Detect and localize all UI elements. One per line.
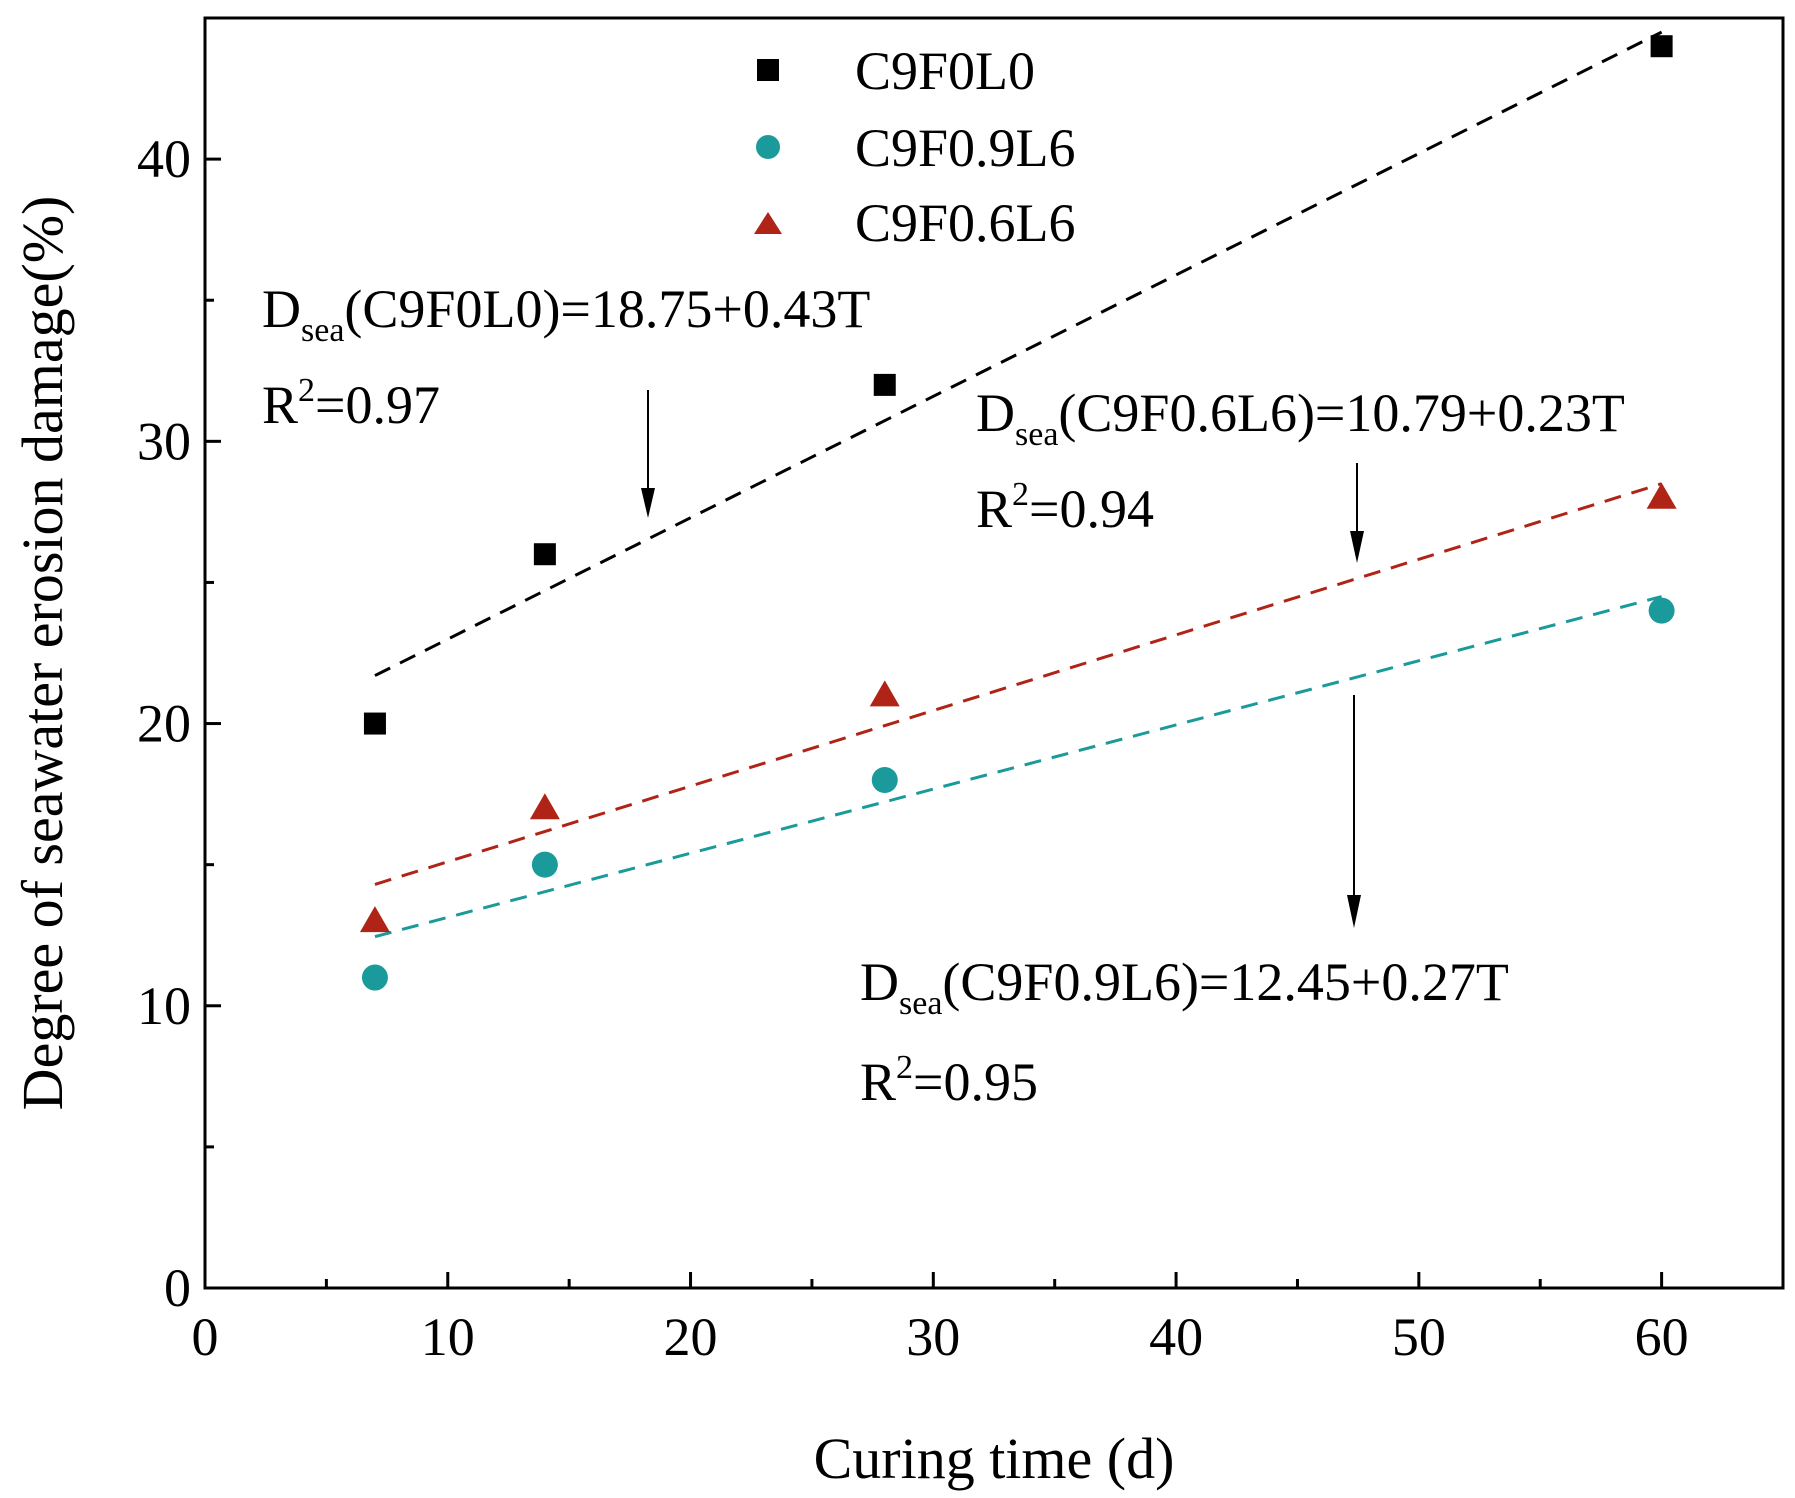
r-squared-superscript: 2 [896,1049,913,1086]
equation-prefix: D [976,383,1015,443]
axis-tick-labels: 0 10 20 30 40 50 60 0 10 20 30 40 [137,129,1689,1367]
legend-item-c9f09l6: C9F0.9L6 [756,118,1076,178]
equation-subscript: sea [301,312,344,349]
x-tick-label: 40 [1149,1307,1203,1367]
legend-item-c9f06l6: C9F0.6L6 [754,193,1076,253]
x-tick-label: 20 [664,1307,718,1367]
arrow-head [641,488,655,518]
arrow-c9f0l0 [641,390,655,518]
data-point-square [533,543,556,566]
legend-label: C9F0.9L6 [855,118,1076,178]
data-point-triangle [869,680,900,707]
equation-body: (C9F0.9L6)=12.45+0.27T [942,952,1508,1012]
r-squared-text: R2=0.94 [976,476,1154,539]
r-squared-value: =0.94 [1029,479,1154,539]
equation-subscript: sea [1015,416,1058,453]
legend: C9F0L0 C9F0.9L6 C9F0.6L6 [754,41,1076,253]
r-squared-superscript: 2 [1012,476,1029,513]
data-point-square [873,373,896,396]
y-tick-label: 30 [137,411,191,471]
r-squared-superscript: 2 [298,372,315,409]
legend-square-marker [757,59,779,81]
x-tick-label: 60 [1635,1307,1689,1367]
x-axis-label: Curing time (d) [814,1426,1175,1491]
y-tick-label: 10 [137,976,191,1036]
r-squared-value: =0.95 [913,1052,1038,1112]
y-tick-label: 0 [164,1258,191,1318]
y-tick-label: 20 [137,694,191,754]
legend-triangle-marker [754,212,782,234]
x-tick-label: 30 [906,1307,960,1367]
legend-circle-marker [756,135,780,159]
data-point-circle [1648,597,1675,624]
equation-body: (C9F0.6L6)=10.79+0.23T [1058,383,1624,443]
plot-frame [203,16,1785,1290]
annotation-arrows [641,390,1364,928]
equation-prefix: D [262,279,301,339]
fit-line-c9f06l6 [374,482,1663,886]
arrow-head [1347,895,1361,928]
x-tick-label: 10 [421,1307,475,1367]
arrow-head [1350,531,1364,563]
fit-line-c9f0l0 [374,30,1663,677]
fit-lines [374,30,1663,939]
arrow-c9f06l6 [1350,463,1364,563]
annotation-c9f09l6: Dsea(C9F0.9L6)=12.45+0.27T R2=0.95 [860,952,1509,1112]
axis-ticks [205,157,1664,1288]
data-point-triangle [1646,482,1677,509]
data-point-circle [361,964,388,991]
data-point-circle [871,767,898,793]
equation-text: Dsea(C9F0.6L6)=10.79+0.23T [976,383,1625,453]
legend-label: C9F0.6L6 [855,193,1076,253]
equation-text: Dsea(C9F0L0)=18.75+0.43T [262,279,870,349]
x-tick-label: 0 [192,1307,219,1367]
equation-prefix: D [860,952,899,1012]
legend-item-c9f0l0: C9F0L0 [757,41,1035,101]
y-axis-label: Degree of seawater erosion damage(%) [10,196,75,1111]
equation-body: (C9F0L0)=18.75+0.43T [344,279,870,339]
data-point-triangle [359,906,390,933]
data-point-square [1650,35,1673,58]
r-squared-text: R2=0.95 [860,1049,1038,1112]
r-squared-text: R2=0.97 [262,372,440,435]
arrow-c9f09l6 [1347,695,1361,928]
r-squared-value: =0.97 [315,375,440,435]
data-point-square [363,712,386,735]
annotation-c9f06l6: Dsea(C9F0.6L6)=10.79+0.23T R2=0.94 [976,383,1625,539]
data-point-circle [531,851,558,878]
r-squared-prefix: R [262,375,298,435]
annotation-c9f0l0: Dsea(C9F0L0)=18.75+0.43T R2=0.97 [262,279,870,435]
equation-subscript: sea [899,985,942,1022]
r-squared-prefix: R [976,479,1012,539]
legend-label: C9F0L0 [855,41,1035,101]
data-markers [359,35,1677,991]
r-squared-prefix: R [860,1052,896,1112]
data-point-triangle [529,793,560,820]
x-tick-label: 50 [1392,1307,1446,1367]
fit-line-c9f09l6 [374,595,1662,939]
y-tick-label: 40 [137,129,191,189]
equation-text: Dsea(C9F0.9L6)=12.45+0.27T [860,952,1509,1022]
